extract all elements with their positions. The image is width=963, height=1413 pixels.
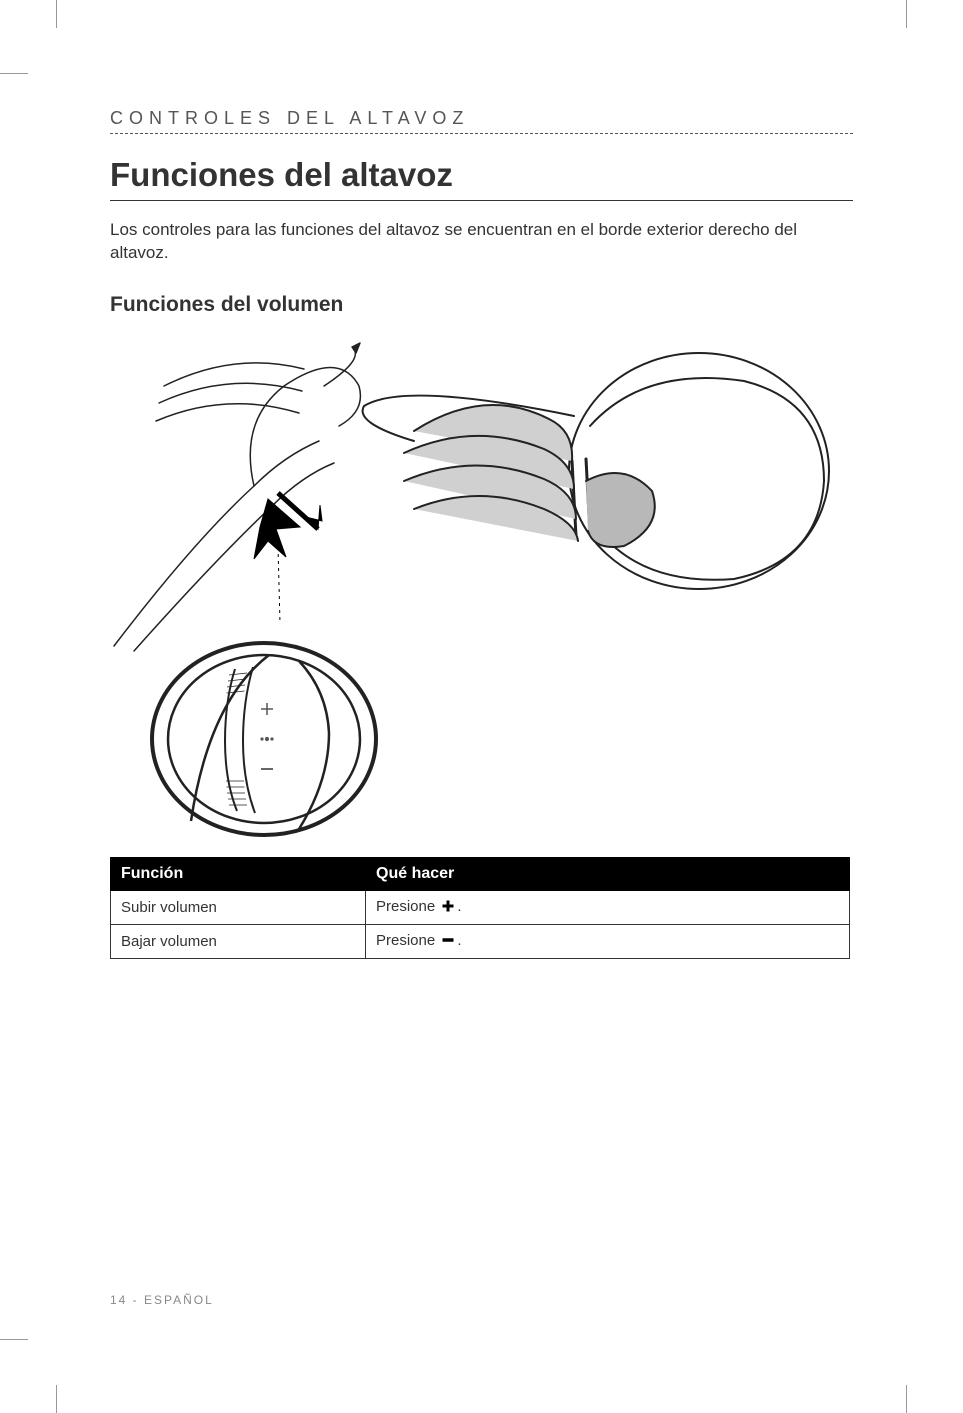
section-label: CONTROLES DEL ALTAVOZ [110, 108, 853, 134]
action-suffix: . [457, 932, 461, 949]
page-content: CONTROLES DEL ALTAVOZ Funciones del alta… [0, 0, 963, 1019]
action-prefix: Presione [376, 932, 439, 949]
function-cell: Bajar volumen [111, 924, 366, 958]
crop-mark [0, 73, 28, 74]
page-footer: 14 - ESPAÑOL [110, 1293, 214, 1307]
functions-table: Función Qué hacer Subir volumen Presione… [110, 857, 850, 959]
page-title: Funciones del altavoz [110, 156, 853, 201]
minus-icon [441, 933, 455, 951]
action-prefix: Presione [376, 898, 439, 915]
table-header-function: Función [111, 857, 366, 890]
table-header-row: Función Qué hacer [111, 857, 850, 890]
crop-mark [56, 1385, 57, 1413]
sub-title: Funciones del volumen [110, 293, 853, 317]
speaker-diagram [104, 331, 844, 851]
intro-text: Los controles para las funciones del alt… [110, 219, 853, 265]
table-row: Subir volumen Presione . [111, 890, 850, 924]
plus-icon [441, 899, 455, 917]
crop-mark [906, 1385, 907, 1413]
crop-mark [56, 0, 57, 28]
crop-mark [0, 1339, 28, 1340]
action-suffix: . [457, 898, 461, 915]
crop-mark [906, 0, 907, 28]
table-header-action: Qué hacer [366, 857, 850, 890]
action-cell: Presione . [366, 924, 850, 958]
table-row: Bajar volumen Presione . [111, 924, 850, 958]
function-cell: Subir volumen [111, 890, 366, 924]
action-cell: Presione . [366, 890, 850, 924]
